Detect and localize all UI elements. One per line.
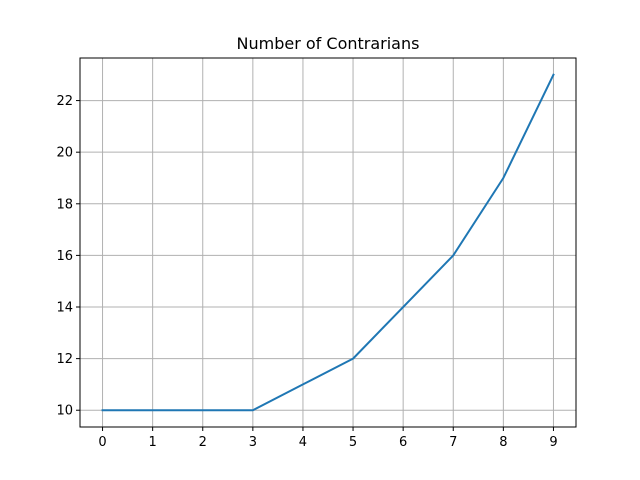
x-tick-label: 6 [399, 435, 407, 450]
y-tick-label: 18 [56, 197, 73, 212]
y-tick-label: 14 [56, 301, 73, 316]
y-axis: 10 12 14 16 18 20 22 [56, 94, 80, 419]
x-tick-label: 5 [349, 435, 357, 450]
x-tick-label: 1 [149, 435, 157, 450]
y-tick-label: 22 [56, 94, 73, 109]
series-line [101, 73, 555, 412]
y-tick-label: 16 [56, 249, 73, 264]
x-tick-label: 7 [449, 435, 457, 450]
x-tick-label: 3 [249, 435, 257, 450]
x-tick-label: 9 [549, 435, 557, 450]
plot-frame [79, 57, 577, 428]
x-axis: 0 1 2 3 4 5 6 7 8 9 [98, 427, 558, 450]
x-tick-label: 4 [299, 435, 307, 450]
series-group [101, 73, 555, 412]
x-tick-label: 0 [98, 435, 106, 450]
y-tick-label: 20 [56, 146, 73, 161]
y-tick-label: 10 [56, 404, 73, 419]
x-tick-label: 8 [499, 435, 507, 450]
y-tick-label: 12 [56, 352, 73, 367]
x-tick-label: 2 [199, 435, 207, 450]
chart-title: Number of Contrarians [237, 34, 420, 53]
